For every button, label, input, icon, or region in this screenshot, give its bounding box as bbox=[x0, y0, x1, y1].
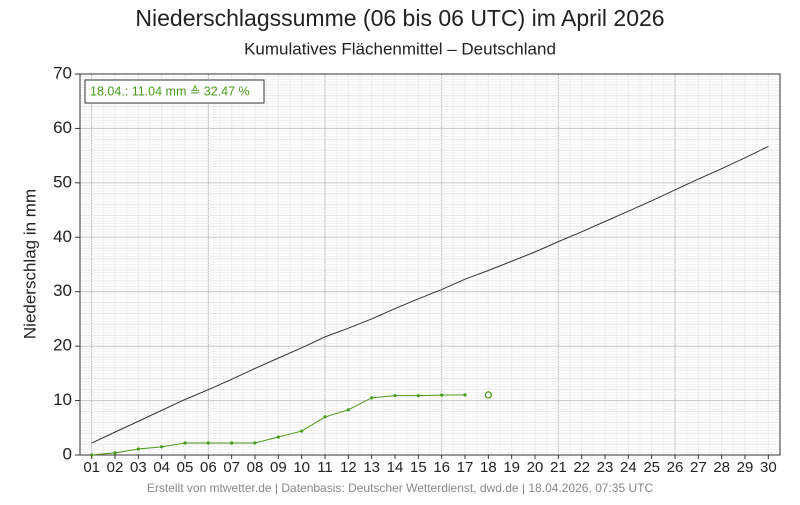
x-tick-label: 17 bbox=[457, 459, 474, 476]
x-tick-label: 23 bbox=[597, 459, 614, 476]
x-tick-label: 28 bbox=[713, 459, 730, 476]
x-tick-label: 29 bbox=[737, 459, 754, 476]
y-tick-label: 40 bbox=[53, 227, 72, 246]
data-point bbox=[253, 441, 257, 445]
x-tick-label: 22 bbox=[573, 459, 590, 476]
data-point bbox=[484, 391, 492, 399]
data-point bbox=[393, 394, 397, 398]
data-point bbox=[416, 394, 420, 398]
y-axis-label: Niederschlag in mm bbox=[20, 189, 39, 339]
y-tick-label: 30 bbox=[53, 281, 72, 300]
chart-subtitle: Kumulatives Flächenmittel – Deutschland bbox=[244, 39, 556, 58]
x-tick-label: 10 bbox=[293, 459, 310, 476]
x-tick-label: 07 bbox=[223, 459, 240, 476]
data-point bbox=[346, 408, 350, 412]
grid bbox=[80, 73, 781, 456]
data-point bbox=[136, 447, 140, 451]
x-tick-label: 13 bbox=[363, 459, 380, 476]
x-tick-label: 01 bbox=[83, 459, 100, 476]
footer: Erstellt von mtwetter.de | Datenbasis: D… bbox=[147, 481, 654, 495]
x-tick-label: 30 bbox=[760, 459, 777, 476]
y-tick-label: 50 bbox=[53, 172, 72, 191]
x-tick-label: 06 bbox=[200, 459, 217, 476]
data-point bbox=[370, 396, 374, 400]
x-tick-label: 18 bbox=[480, 459, 497, 476]
x-tick-label: 03 bbox=[130, 459, 147, 476]
x-tick-label: 05 bbox=[177, 459, 194, 476]
data-point bbox=[206, 441, 210, 445]
x-tick-label: 27 bbox=[690, 459, 707, 476]
x-tick-label: 16 bbox=[433, 459, 450, 476]
data-point bbox=[300, 429, 304, 433]
plot-border bbox=[79, 73, 781, 456]
x-tick-label: 20 bbox=[527, 459, 544, 476]
x-tick-label: 14 bbox=[387, 459, 404, 476]
data-point bbox=[90, 453, 94, 457]
data-point bbox=[113, 451, 117, 455]
chart-title: Niederschlagssumme (06 bis 06 UTC) im Ap… bbox=[135, 5, 664, 31]
x-tick-label: 08 bbox=[247, 459, 264, 476]
x-tick-label: 04 bbox=[153, 459, 170, 476]
x-tick-label: 26 bbox=[667, 459, 684, 476]
x-tick-label: 09 bbox=[270, 459, 287, 476]
x-tick-label: 12 bbox=[340, 459, 357, 476]
x-tick-label: 02 bbox=[107, 459, 124, 476]
x-tick-label: 21 bbox=[550, 459, 567, 476]
x-tick-label: 24 bbox=[620, 459, 637, 476]
y-tick-label: 20 bbox=[53, 336, 72, 355]
x-tick-label: 19 bbox=[503, 459, 520, 476]
y-tick-label: 10 bbox=[53, 390, 72, 409]
x-tick-label: 25 bbox=[643, 459, 660, 476]
annotation: 18.04.: 11.04 mm ≙ 32.47 % bbox=[90, 84, 250, 98]
series-line bbox=[91, 145, 769, 444]
y-tick-label: 0 bbox=[63, 444, 72, 463]
data-point bbox=[440, 393, 444, 397]
data-point bbox=[276, 435, 280, 439]
data-point bbox=[463, 393, 467, 397]
data-point bbox=[183, 441, 187, 445]
data-point bbox=[323, 415, 327, 419]
data-point bbox=[230, 441, 234, 445]
data-point bbox=[160, 445, 164, 449]
x-tick-label: 11 bbox=[317, 459, 333, 476]
y-tick-label: 70 bbox=[53, 63, 72, 82]
x-tick-label: 15 bbox=[410, 459, 427, 476]
y-tick-label: 60 bbox=[53, 118, 72, 137]
annotation-box bbox=[84, 79, 265, 104]
